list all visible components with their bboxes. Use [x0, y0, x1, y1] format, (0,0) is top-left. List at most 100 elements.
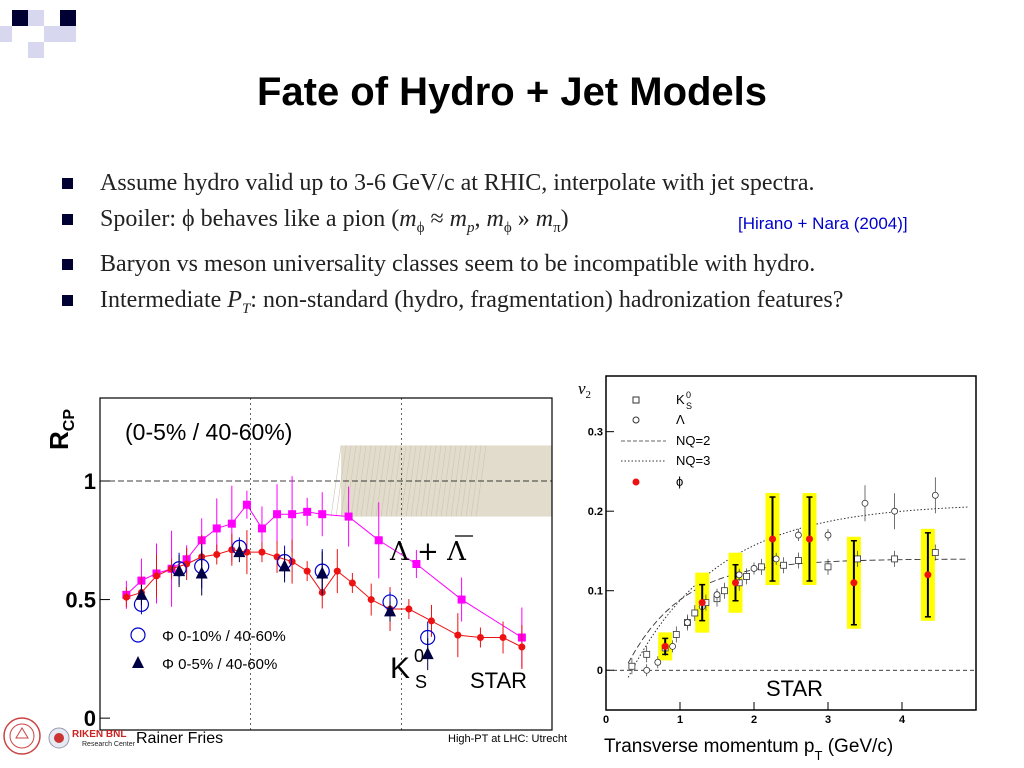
data-point-kaon [122, 593, 130, 601]
bullet-square-icon [62, 294, 73, 306]
band-hatch [415, 445, 427, 517]
data-point-phi-0-5 [195, 566, 208, 579]
data-point-lambda [654, 658, 662, 666]
x-tick-label: 0 [603, 714, 609, 726]
data-point-k0s [780, 561, 788, 569]
data-point-phi [732, 579, 739, 587]
data-point-k0s [757, 563, 765, 571]
data-point-phi-0-5 [384, 604, 397, 617]
band-hatch [335, 445, 347, 517]
band-hatch [390, 445, 402, 517]
data-point-lambda [318, 510, 327, 519]
bullet-text: m [486, 206, 504, 232]
data-point-k0s [794, 557, 802, 564]
corner-decoration [0, 10, 76, 58]
legend-sup: 0 [686, 390, 691, 400]
band-hatch [470, 445, 482, 517]
data-point-k0s [854, 555, 862, 563]
bullet-text: m [449, 206, 467, 232]
data-point-lambda [374, 536, 383, 545]
data-point-lambda [227, 519, 236, 528]
bullet-text: ϕ [503, 219, 512, 236]
bullet-item: Baryon vs meson universality classes see… [62, 249, 982, 279]
bullet-text: Baryon vs meson universality classes see… [100, 250, 816, 277]
bullet-text: π [553, 219, 561, 236]
data-point-k0s [743, 572, 751, 580]
data-point-kaon [258, 548, 266, 556]
legend-marker-lambda [632, 416, 640, 424]
bullet-text: P [227, 286, 242, 313]
bullet-text: ) [560, 206, 569, 232]
y-tick-label: 0.2 [588, 506, 603, 518]
bullet-item: Spoiler: ϕ behaves like a pion (mϕ ≈ mp,… [62, 204, 982, 243]
data-point-kaon [367, 596, 375, 604]
x-tick-label: 2 [751, 714, 757, 726]
data-point-k0s [691, 609, 699, 617]
data-point-kaon [454, 631, 462, 639]
data-point-lambda [750, 565, 758, 572]
data-point-lambda [684, 619, 691, 626]
legend-label: NQ=2 [676, 433, 710, 448]
slide-title: Fate of Hydro + Jet Models [256, 70, 768, 114]
y-tick-label: 1 [84, 469, 96, 494]
legend-marker-k0s [632, 396, 640, 404]
data-point-lambda [242, 500, 251, 509]
y-tick-label: 0 [597, 665, 603, 677]
data-point-k0s [720, 587, 728, 595]
data-point-lambda [931, 491, 939, 499]
data-point-kaon [303, 567, 311, 575]
data-point-phi [924, 571, 932, 579]
chart-title: (0-5% / 40-60%) [125, 419, 292, 445]
kaon-sub: S [415, 672, 427, 692]
data-point-phi [661, 642, 669, 650]
bullet-square-icon [62, 258, 73, 270]
bullet-list: Assume hydro valid up to 3-6 GeV/c at RH… [62, 168, 982, 330]
data-point-lambda [643, 666, 651, 674]
data-point-lambda [412, 560, 421, 568]
bullet-text: : non-standard (hydro, fragmentation) ha… [250, 286, 844, 313]
data-point-phi [698, 599, 706, 607]
data-point-lambda [303, 507, 312, 516]
kaon-sup: 0 [414, 646, 424, 666]
data-point-kaon [427, 617, 435, 625]
bullet-text: Intermediate [100, 286, 228, 313]
data-point-lambda [212, 524, 221, 533]
x-tick-label: 4 [899, 714, 906, 726]
bullet-text: , [474, 206, 487, 232]
legend-marker-phi [632, 478, 640, 486]
data-point-k0s [672, 631, 680, 638]
kaon-label: K [390, 652, 410, 685]
data-point-phi-0-5 [233, 545, 246, 558]
data-point-lambda [735, 571, 743, 579]
data-point-k0s [891, 555, 899, 563]
x-axis-label: Transverse momentum pT (GeV/c) [604, 736, 893, 763]
data-point-phi-0-5 [421, 647, 434, 660]
riken-logo-text: RIKEN BNL [72, 729, 127, 740]
riken-logo-icon [48, 727, 70, 749]
legend-label: K [676, 392, 685, 407]
citation: [Hirano + Nara (2004)] [738, 214, 908, 233]
data-point-kaon [333, 567, 341, 575]
footer-conference: High-PT at LHC: Utrecht [448, 733, 568, 745]
data-point-lambda [457, 595, 466, 604]
legend-label: Λ [676, 412, 685, 427]
data-point-kaon [213, 551, 221, 559]
y-tick-label: 0.1 [588, 586, 603, 598]
data-point-phi [850, 579, 858, 587]
data-point-lambda [344, 512, 353, 521]
legend-marker-phi-0-5 [132, 656, 144, 668]
data-point-kaon [499, 634, 507, 642]
legend-sub: S [686, 401, 692, 411]
band-hatch [435, 445, 447, 517]
bullet-text: T [241, 300, 251, 317]
bullet-square-icon [62, 178, 73, 189]
data-point-kaon [476, 634, 484, 642]
data-point-phi [769, 535, 776, 543]
x-tick-label: 3 [825, 714, 831, 726]
plot-frame [605, 375, 977, 711]
data-point-phi-0-5 [135, 587, 148, 600]
legend-label: Φ 0-10% / 40-60% [162, 628, 286, 645]
bullet-text: Assume hydro valid up to 3-6 GeV/c at RH… [100, 170, 815, 196]
data-point-lambda [861, 499, 869, 507]
